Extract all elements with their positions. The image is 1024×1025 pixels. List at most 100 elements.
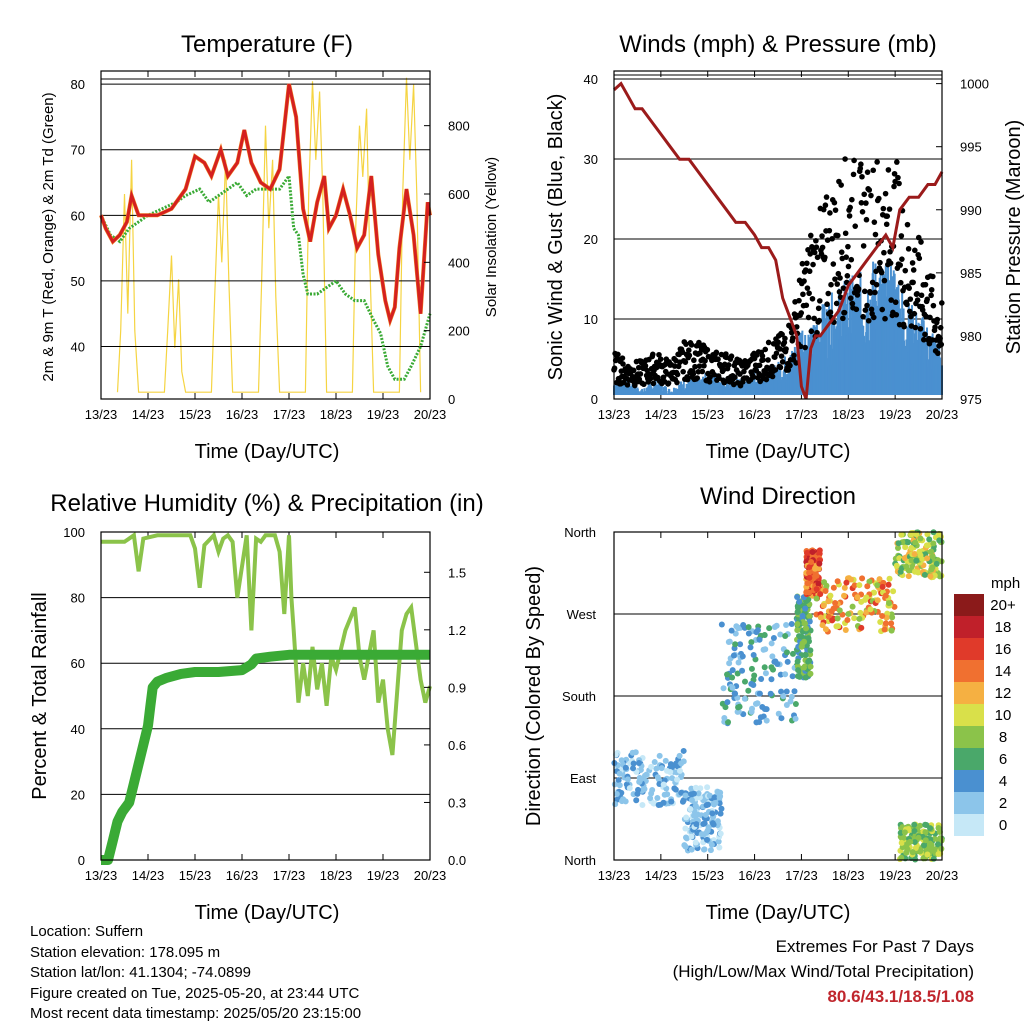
direction-point [676, 752, 683, 759]
direction-point [664, 767, 671, 774]
direction-point [900, 834, 907, 841]
station-info: Location: Suffern Station elevation: 178… [30, 922, 361, 1025]
gust-point [811, 315, 817, 322]
direction-point [648, 790, 655, 797]
x-tick-label: 17/23 [785, 407, 818, 422]
legend-label: 6 [999, 751, 1007, 768]
gust-point [938, 341, 945, 348]
direction-point [692, 839, 699, 846]
winds-ylabel-left: Sonic Wind & Gust (Blue, Black) [545, 94, 567, 381]
direction-point [709, 820, 716, 827]
direction-point [676, 767, 683, 774]
temperature-title: Temperature (F) [181, 31, 353, 58]
direction-point [817, 591, 824, 598]
direction-point [806, 564, 813, 571]
gust-point [813, 237, 819, 244]
direction-point [817, 614, 824, 621]
y2-tick-label: 1.5 [448, 565, 466, 580]
gust-point [694, 375, 701, 381]
direction-point [747, 644, 754, 651]
direction-point [879, 583, 886, 590]
y2-tick-label: 200 [448, 324, 470, 339]
direction-point [643, 771, 650, 778]
direction-point [813, 595, 820, 602]
direction-point [788, 693, 795, 700]
legend-label: 20+ [990, 597, 1016, 614]
temp2m-line [99, 83, 432, 326]
direction-point [913, 531, 920, 538]
gust-point [840, 315, 846, 322]
direction-point [768, 640, 775, 647]
gust-point [637, 371, 644, 377]
gust-point [790, 335, 796, 341]
gust-point [912, 247, 918, 254]
gust-point [777, 364, 784, 371]
gust-point [779, 359, 786, 365]
direction-point [725, 719, 732, 726]
direction-point [911, 568, 918, 575]
x-tick-label: 15/23 [179, 407, 212, 422]
gust-point [892, 299, 899, 306]
y-tick-label: 20 [71, 787, 85, 802]
gust-point [857, 165, 864, 172]
direction-point [924, 555, 931, 562]
gust-point [826, 227, 833, 234]
direction-point [741, 695, 748, 702]
gust-point [802, 344, 808, 351]
gust-point [762, 346, 769, 353]
gust-point [833, 300, 840, 307]
direction-point [770, 635, 777, 642]
gust-point [665, 380, 672, 386]
humidity-ylabel-left: Percent & Total Rainfall [29, 592, 51, 800]
gust-point [690, 371, 697, 377]
gust-point [615, 351, 621, 358]
gust-point [835, 270, 842, 277]
direction-point [682, 825, 689, 832]
direction-point [778, 715, 785, 722]
legend-swatch [954, 594, 984, 616]
y2-tick-label: 400 [448, 255, 470, 270]
direction-point [841, 592, 848, 599]
direction-point [683, 814, 690, 821]
gust-point [827, 210, 833, 216]
x-tick-label: 18/23 [832, 407, 865, 422]
gust-point [861, 288, 868, 295]
direction-point [851, 615, 858, 622]
gust-point [893, 311, 900, 318]
direction-point [703, 802, 710, 809]
gust-point [711, 371, 717, 378]
direction-point [767, 690, 774, 697]
winds-plot: 13/23 14/23 15/23 16/23 17/23 18/23 19/23 20/23… [584, 70, 989, 422]
direction-point [620, 796, 627, 803]
gust-point [785, 367, 792, 373]
direction-point [752, 700, 759, 707]
temperature-xlabel: Time (Day/UTC) [195, 441, 340, 463]
direction-point [783, 621, 790, 628]
direction-point [827, 592, 834, 599]
temp9m-line [99, 83, 432, 328]
direction-point [836, 607, 843, 614]
gust-point [873, 281, 880, 288]
direction-point [816, 550, 823, 557]
gust-point [827, 309, 834, 315]
direction-point [911, 550, 918, 557]
y-tick-label: 0 [591, 392, 598, 407]
direction-point [777, 671, 784, 678]
direction-point [715, 838, 722, 845]
direction-point [783, 688, 790, 695]
direction-point [653, 765, 660, 772]
direction-point [763, 706, 770, 713]
gust-point [881, 249, 887, 256]
direction-point [856, 582, 863, 589]
direction-point [844, 617, 851, 624]
direction-point [794, 593, 801, 600]
direction-point [616, 782, 623, 789]
gust-point [775, 339, 781, 345]
x-tick-label: 17/23 [273, 407, 306, 422]
gust-point [914, 290, 920, 297]
extremes-title: Extremes For Past 7 Days [775, 937, 974, 956]
y-tick-label: North [564, 853, 596, 868]
extremes-box: Extremes For Past 7 Days (High/Low/Max W… [673, 934, 974, 1009]
winds-title: Winds (mph) & Pressure (mb) [619, 31, 936, 58]
direction-point [802, 605, 809, 612]
